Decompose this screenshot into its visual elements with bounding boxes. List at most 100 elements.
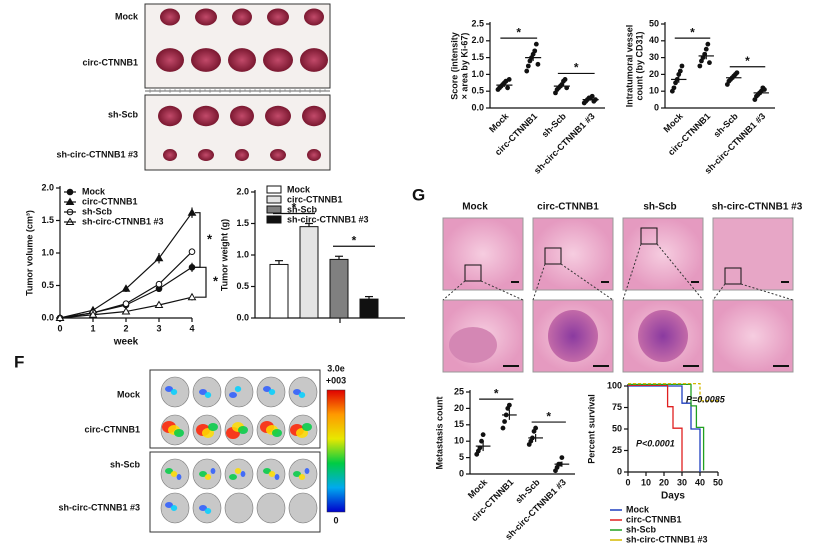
- x-tick-label: 2: [123, 323, 128, 333]
- y-tick-label: 50: [649, 18, 659, 28]
- signal: [302, 423, 312, 431]
- y-tick-label: 40: [649, 35, 659, 45]
- y-tick-label: 2.0: [41, 182, 54, 192]
- legend-label: sh-Scb: [626, 524, 657, 534]
- legend-label: sh-circ-CTNNB1 #3: [82, 216, 164, 226]
- lung: [224, 492, 254, 524]
- tumor: [304, 8, 324, 26]
- histology-images: [442, 217, 794, 373]
- data-point: [703, 46, 709, 52]
- significance-label: *: [213, 274, 219, 289]
- legend-swatch: [266, 215, 282, 224]
- panel-label: F: [14, 352, 24, 371]
- x-tick-label: 20: [659, 477, 669, 487]
- y-tick-label: 10: [649, 86, 659, 96]
- annotation: P=0.0085: [686, 394, 726, 404]
- survival-curve: [628, 384, 683, 472]
- bar: [269, 263, 289, 319]
- tumor: [228, 48, 256, 72]
- signal: [204, 508, 212, 514]
- data-point: [762, 87, 767, 92]
- colorbar-label: 3.0e: [327, 363, 345, 373]
- signal: [165, 468, 173, 474]
- data-point: [525, 63, 531, 69]
- data-point: [506, 77, 512, 82]
- y-tick-label: 0: [654, 102, 659, 112]
- lung: [256, 492, 286, 524]
- data-point: [559, 455, 565, 460]
- x-tick-label: 0: [57, 323, 62, 333]
- y-tick-label: 50: [612, 423, 622, 433]
- signal: [238, 426, 248, 434]
- nodule: [548, 310, 598, 362]
- legend-label: sh-Scb: [287, 204, 318, 214]
- lung: [224, 376, 254, 408]
- bar: [359, 298, 379, 319]
- significance-label: *: [690, 25, 695, 39]
- data-point: [524, 68, 530, 74]
- signal: [229, 474, 237, 480]
- tumor: [267, 8, 289, 26]
- x-tick-label: 10: [641, 477, 651, 487]
- row-label: Mock: [117, 389, 141, 399]
- y-tick-label: 15: [454, 419, 464, 429]
- signal: [170, 389, 178, 395]
- y-tick-label: 10: [454, 436, 464, 446]
- marker: [188, 264, 196, 271]
- marker: [154, 253, 164, 262]
- x-tick-label: 0: [625, 477, 630, 487]
- marker: [88, 310, 98, 318]
- y-tick-label: 0.5: [471, 86, 484, 96]
- data-point: [532, 48, 538, 54]
- data-point: [697, 63, 703, 69]
- row-label: circ-CTNNB1: [84, 424, 140, 434]
- y-axis-label: count (by CD31): [634, 31, 644, 100]
- y-tick-label: 1.0: [471, 69, 484, 79]
- data-point: [734, 70, 740, 76]
- significance-label: *: [745, 54, 750, 68]
- signal: [176, 474, 182, 480]
- signal: [298, 474, 306, 480]
- significance-label: *: [516, 25, 521, 39]
- significance-label: *: [352, 233, 357, 247]
- x-tick-label: 3: [156, 323, 161, 333]
- y-tick-label: 2.0: [471, 35, 484, 45]
- y-axis-label: Tumor weight (g): [219, 219, 229, 291]
- row-label: circ-CTNNB1: [82, 57, 138, 67]
- tumor: [195, 8, 217, 26]
- inset-guide: [622, 243, 642, 301]
- y-axis-label: Tumor volume (cm³): [24, 210, 34, 296]
- x-tick-label: Mock: [661, 110, 685, 134]
- data-point: [506, 402, 512, 408]
- signal: [204, 392, 212, 398]
- tumor: [191, 48, 221, 72]
- x-tick-label: 4: [189, 323, 194, 333]
- signal: [274, 474, 280, 480]
- y-axis-label: × area by Ki-67): [459, 33, 469, 100]
- data-point: [502, 419, 507, 424]
- tumor: [265, 105, 291, 127]
- significance-label: *: [207, 231, 213, 246]
- signal: [293, 389, 301, 395]
- signal: [263, 386, 271, 392]
- y-tick-label: 1.5: [41, 215, 54, 225]
- survival-curve: [628, 382, 718, 402]
- data-point: [679, 63, 685, 69]
- legend-swatch: [266, 185, 282, 194]
- histology-low: [532, 217, 614, 291]
- panel-label: G: [412, 185, 425, 204]
- y-tick-label: 100: [607, 380, 622, 390]
- nodule: [449, 327, 497, 363]
- lung-images: [160, 376, 318, 524]
- y-tick-label: 0.0: [41, 312, 54, 322]
- signal: [298, 392, 306, 398]
- signal: [199, 471, 207, 477]
- data-point: [671, 85, 677, 91]
- significance-label: *: [574, 61, 579, 75]
- signal: [293, 471, 301, 477]
- legend-label: sh-Scb: [82, 206, 113, 216]
- x-tick-label: 40: [695, 477, 705, 487]
- marker: [122, 300, 130, 308]
- tumor: [156, 48, 184, 72]
- marker: [55, 313, 65, 321]
